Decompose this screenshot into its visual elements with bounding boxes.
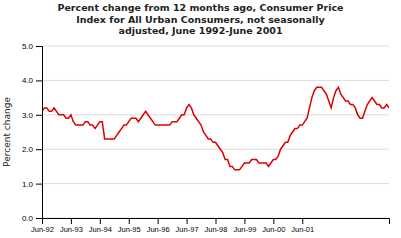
title-line: adjusted, June 1992-June 2001	[118, 25, 282, 36]
x-tick-label: Jun-92	[31, 225, 54, 234]
x-tick-label: Jun-01	[291, 225, 314, 234]
x-tick-mark	[302, 218, 303, 224]
x-tick-mark	[100, 218, 101, 224]
grid-line	[42, 183, 389, 184]
y-axis-title: Percent change	[2, 97, 12, 167]
plot: Jun-92 Jun-93 Jun-94 Jun-95 Jun-96 Jun-97 Jun-…	[22, 42, 390, 234]
y-tick-label: 5.0	[22, 42, 34, 51]
grid-line	[42, 114, 389, 115]
y-tick-label: 0.0	[22, 214, 34, 223]
y-tick: 3.0	[22, 111, 42, 120]
y-tick-label: 2.0	[22, 145, 34, 154]
line	[42, 87, 389, 170]
title-line: Index for All Urban Consumers, not seaso…	[76, 14, 325, 25]
marks	[42, 87, 389, 170]
y-tick-mark	[36, 184, 42, 185]
x-tick-mark	[273, 218, 274, 224]
x-axis-line	[43, 219, 390, 225]
y-axis: 0.0 1.0 2.0 3.0 4.0 5.0	[22, 42, 43, 223]
x-tick: Jun-96	[147, 218, 170, 234]
y-tick: 0.0	[22, 214, 42, 223]
grid-line	[42, 80, 389, 81]
y-axis-line	[36, 47, 43, 219]
x-tick: Jun-99	[233, 218, 256, 234]
x-tick: Jun-94	[89, 218, 112, 234]
chart: Percent change from 12 months ago, Consu…	[0, 0, 401, 238]
x-tick-label: Jun-97	[176, 225, 199, 234]
grid-line	[42, 149, 389, 150]
x-tick-label: Jun-00	[262, 225, 285, 234]
x-tick-label: Jun-95	[118, 225, 141, 234]
x-tick: Jun-01	[291, 218, 314, 234]
x-tick-mark	[129, 218, 130, 224]
x-tick-mark	[71, 218, 72, 224]
x-tick-label: Jun-98	[205, 225, 228, 234]
y-tick-label: 4.0	[22, 76, 34, 85]
y-tick: 5.0	[22, 42, 42, 51]
x-tick: Jun-93	[60, 218, 83, 234]
y-tick-mark	[36, 46, 42, 47]
y-tick: 4.0	[22, 76, 42, 85]
x-tick-label: Jun-99	[233, 225, 256, 234]
y-tick-mark	[36, 218, 42, 219]
x-tick-label: Jun-93	[60, 225, 83, 234]
y-tick: 1.0	[22, 180, 42, 189]
title: Percent change from 12 months ago, Consu…	[57, 2, 343, 36]
x-tick: Jun-00	[262, 218, 285, 234]
y-tick-mark	[36, 149, 42, 150]
x-tick-label: Jun-94	[89, 225, 112, 234]
x-tick: Jun-98	[205, 218, 228, 234]
y-tick-mark	[36, 80, 42, 81]
title-line: Percent change from 12 months ago, Consu…	[57, 2, 343, 13]
x-tick-mark	[244, 218, 245, 224]
y-tick-mark	[36, 115, 42, 116]
x-axis: Jun-92 Jun-93 Jun-94 Jun-95 Jun-96 Jun-97 Jun-…	[31, 218, 389, 234]
y-tick-label: 3.0	[22, 111, 34, 120]
x-tick-mark	[158, 218, 159, 224]
x-tick-mark	[216, 218, 217, 224]
x-tick-label: Jun-96	[147, 225, 170, 234]
y-tick-label: 1.0	[22, 180, 34, 189]
grid	[42, 46, 389, 218]
x-tick-mark	[187, 218, 188, 224]
x-tick: Jun-92	[31, 218, 54, 234]
x-tick: Jun-95	[118, 218, 141, 234]
grid-line	[42, 46, 389, 47]
y-tick: 2.0	[22, 145, 42, 154]
x-tick: Jun-97	[176, 218, 199, 234]
